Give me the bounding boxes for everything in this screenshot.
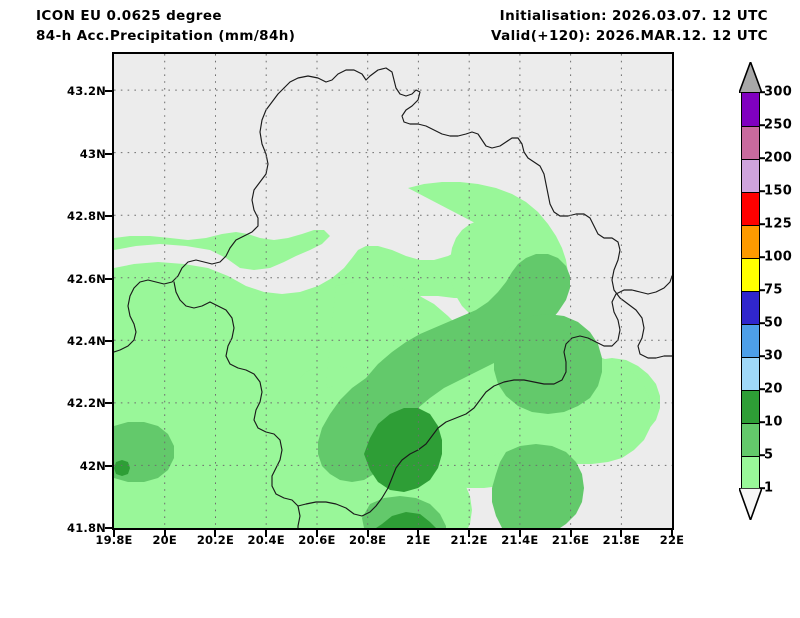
colorbar-band <box>742 357 759 390</box>
colorbar-band <box>742 258 759 291</box>
longitude-tick-label: 21.2E <box>450 533 488 547</box>
colorbar-band <box>742 390 759 423</box>
colorbar-tick-mark <box>760 289 765 291</box>
latitude-tick-mark <box>105 215 112 218</box>
latitude-tick-label: 42N <box>79 458 106 473</box>
latitude-tick-label: 42.6N <box>67 271 106 286</box>
field-title: 84-h Acc.Precipitation (mm/84h) <box>36 28 296 44</box>
colorbar-tick-label: 100 <box>764 249 793 265</box>
map-svg <box>114 54 672 528</box>
colorbar-tick-label: 50 <box>764 315 783 331</box>
longitude-tick-mark <box>620 530 623 537</box>
colorbar-tick-label: 1 <box>764 480 774 496</box>
colorbar-tick-mark <box>760 256 765 258</box>
colorbar-tick-mark <box>760 487 765 489</box>
latitude-tick-mark <box>105 152 112 155</box>
latitude-tick-label: 42.4N <box>67 333 106 348</box>
country-borders <box>114 67 672 528</box>
valid-time: Valid(+120): 2026.MAR.12. 12 UTC <box>490 28 768 44</box>
longitude-tick-label: 20.8E <box>349 533 387 547</box>
latitude-tick-mark <box>105 90 112 93</box>
colorbar-band <box>742 225 759 258</box>
colorbar-tick-mark <box>760 388 765 390</box>
map-canvas <box>114 54 672 528</box>
model-title: ICON EU 0.0625 degree <box>36 8 222 24</box>
colorbar-band <box>742 93 759 126</box>
colorbar-tick-label: 30 <box>764 348 783 364</box>
longitude-tick-mark <box>569 530 572 537</box>
latitude-tick-mark <box>105 527 112 529</box>
longitude-tick-label: 21.6E <box>551 533 590 547</box>
longitude-tick-mark <box>468 530 471 537</box>
longitude-tick-label: 21.4E <box>501 533 539 547</box>
colorbar-band <box>742 159 759 192</box>
longitude-tick-mark <box>265 530 268 537</box>
longitude-tick-label: 20E <box>152 533 177 547</box>
colorbar-over-arrow-outline <box>739 62 762 93</box>
colorbar-tick-label: 300 <box>764 84 793 100</box>
colorbar-tick-label: 125 <box>764 216 793 232</box>
latitude-tick-label: 42.2N <box>67 396 106 411</box>
colorbar-tick-label: 150 <box>764 183 793 199</box>
colorbar-tick-mark <box>760 223 765 225</box>
longitude-tick-label: 20.4E <box>247 533 285 547</box>
latitude-tick-mark <box>105 339 112 342</box>
colorbar-tick-mark <box>760 355 765 357</box>
longitude-tick-label: 21.8E <box>602 533 640 547</box>
longitude-tick-mark <box>113 530 115 537</box>
latitude-tick-label: 41.8N <box>67 521 106 535</box>
colorbar-tick-mark <box>760 421 765 423</box>
colorbar-tick-label: 75 <box>764 282 783 298</box>
colorbar-tick-mark <box>760 124 765 126</box>
longitude-tick-label: 20.2E <box>196 533 235 547</box>
latitude-tick-label: 43N <box>79 146 106 161</box>
colorbar-under-arrow <box>739 488 762 520</box>
colorbar-band <box>742 126 759 159</box>
precip-band-10-20 <box>114 408 442 528</box>
latitude-tick-mark <box>105 402 112 405</box>
colorbar-tick-label: 200 <box>764 150 793 166</box>
longitude-tick-mark <box>163 530 166 537</box>
longitude-tick-mark <box>214 530 217 537</box>
longitude-tick-mark <box>315 530 318 537</box>
longitude-tick-label: 19.8E <box>95 533 133 547</box>
colorbar-band <box>742 423 759 456</box>
colorbar <box>741 92 760 489</box>
latitude-tick-label: 43.2N <box>67 84 106 99</box>
latitude-tick-label: 42.8N <box>67 209 106 224</box>
colorbar-tick-mark <box>760 190 765 192</box>
latitude-tick-mark <box>105 277 112 280</box>
colorbar-tick-mark <box>760 91 765 93</box>
map-gridlines <box>114 54 672 528</box>
latitude-tick-mark <box>105 464 112 467</box>
longitude-tick-label: 22E <box>659 533 685 547</box>
colorbar-band <box>742 192 759 225</box>
colorbar-tick-mark <box>760 454 765 456</box>
longitude-tick-mark <box>417 530 420 537</box>
colorbar-tick-label: 10 <box>764 414 783 430</box>
colorbar-tick-label: 20 <box>764 381 783 397</box>
colorbar-tick-mark <box>760 157 765 159</box>
longitude-tick-label: 21E <box>406 533 431 547</box>
longitude-tick-mark <box>671 530 673 537</box>
colorbar-tick-label: 5 <box>764 447 774 463</box>
longitude-tick-mark <box>366 530 369 537</box>
colorbar-band <box>742 291 759 324</box>
colorbar-tick-label: 250 <box>764 117 793 133</box>
colorbar-band <box>742 456 759 489</box>
longitude-tick-mark <box>518 530 521 537</box>
initialisation-time: Initialisation: 2026.03.07. 12 UTC <box>499 8 768 24</box>
colorbar-band <box>742 324 759 357</box>
map-plot-area <box>112 52 674 530</box>
longitude-tick-label: 20.6E <box>298 533 336 547</box>
colorbar-tick-mark <box>760 322 765 324</box>
